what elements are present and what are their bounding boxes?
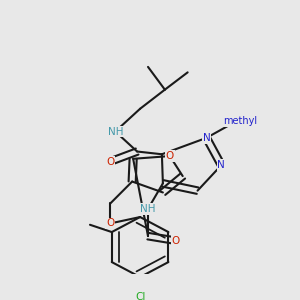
Text: N: N (202, 133, 210, 143)
Text: methyl: methyl (223, 116, 257, 126)
Text: Cl: Cl (135, 292, 145, 300)
Text: O: O (166, 151, 174, 161)
Text: O: O (106, 157, 115, 166)
Text: NH: NH (140, 204, 156, 214)
Text: O: O (106, 218, 115, 228)
Text: O: O (172, 236, 180, 246)
Text: N: N (218, 160, 225, 170)
Text: NH: NH (108, 127, 123, 136)
